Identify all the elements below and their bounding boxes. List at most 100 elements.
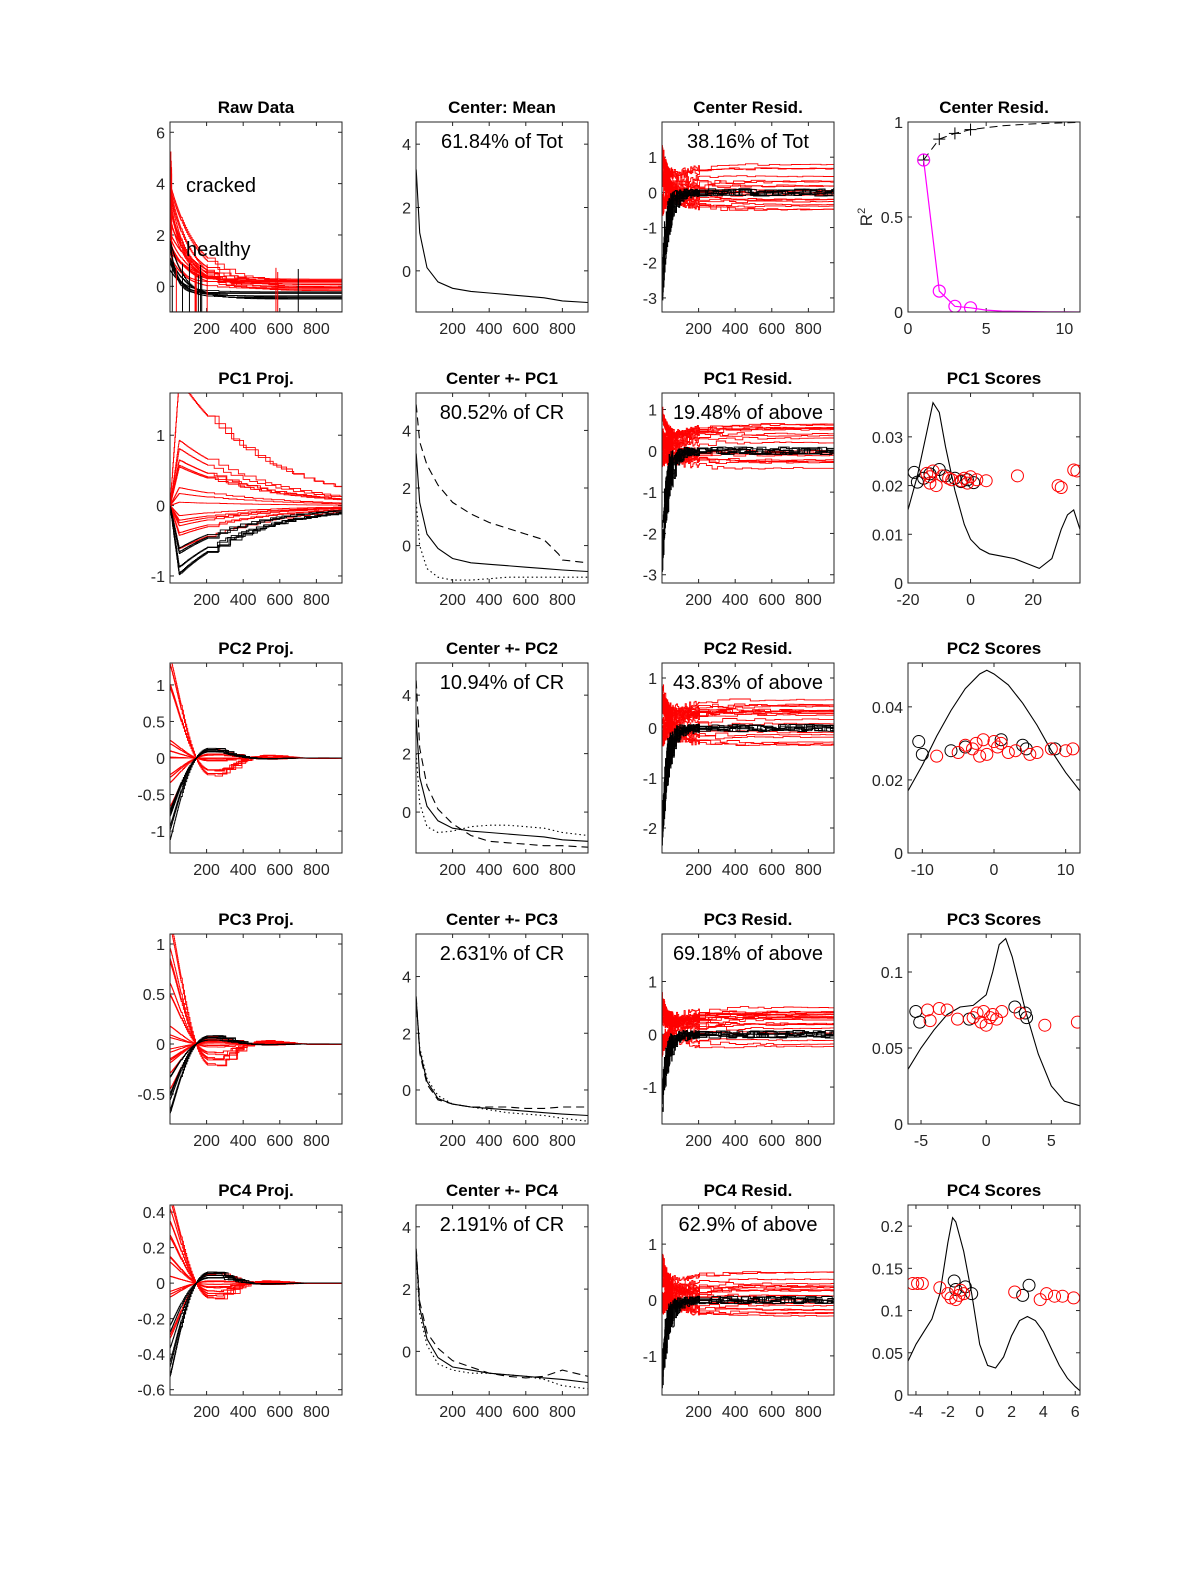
y-tick-label: 0.2 — [881, 1219, 903, 1236]
y-tick-label: 2 — [156, 228, 165, 245]
panel-title: Center Resid. — [693, 98, 803, 117]
cracked-projection — [170, 743, 342, 761]
cracked-score-point — [1038, 1018, 1052, 1032]
y-tick-label: -0.5 — [137, 1087, 165, 1104]
cracked-score-point — [915, 1277, 929, 1291]
x-tick-label: 600 — [512, 862, 539, 879]
x-tick-label: 0 — [990, 862, 999, 879]
healthy-score-point — [939, 469, 953, 483]
panel-pc4s: PC4 Scores -4 -2 0 2 4 6 0 0.05 0.1 0.15 0.2 — [872, 1181, 1081, 1421]
y-tick-label: 4 — [402, 423, 411, 440]
cracked-resid — [662, 698, 834, 740]
healthy-score-point — [910, 475, 924, 489]
axes-background — [170, 393, 342, 583]
cracked-resid — [662, 154, 834, 187]
cracked-score-point — [1009, 744, 1022, 758]
axes-box — [661, 662, 835, 854]
y-tick-label: -0.4 — [137, 1347, 165, 1364]
cracked-score-point — [908, 1277, 920, 1291]
healthy-score-point — [1048, 742, 1062, 756]
center-curve-solid — [416, 1251, 588, 1384]
y-tick-label: 0 — [648, 444, 657, 461]
healthy-score-point — [944, 744, 958, 758]
axes-background — [908, 934, 1080, 1124]
axes-background — [908, 393, 1080, 583]
panel-pc1proj: PC1 Proj. 200 400 600 800 -1 0 1 — [151, 369, 343, 609]
cracked-score-point — [923, 1014, 937, 1028]
axes-box — [661, 121, 835, 313]
healthy-resid — [662, 1030, 834, 1090]
panel-title: PC1 Proj. — [218, 369, 294, 388]
panel-title: PC3 Resid. — [704, 910, 793, 929]
cracked-score-point — [1040, 1287, 1054, 1301]
healthy-projection — [170, 1277, 342, 1326]
x-tick-label: -5 — [914, 1133, 928, 1150]
y-tick-label: 2 — [402, 1282, 411, 1299]
plot-area — [908, 937, 1080, 1107]
cracked-projection — [170, 505, 342, 536]
cracked-score-point — [958, 738, 972, 752]
y-tick-label: 1 — [156, 678, 165, 695]
y-tick-label: 2 — [402, 201, 411, 218]
cracked-projection — [170, 1280, 342, 1298]
cracked-score-point — [1023, 747, 1037, 761]
y-tick-label: -1 — [151, 569, 165, 586]
cracked-resid — [662, 998, 834, 1024]
panel-pc2s: PC2 Scores -10 0 10 0 0.02 0.04 — [872, 639, 1081, 879]
cracked-score-point — [970, 1006, 984, 1020]
cracked-projection — [170, 1261, 342, 1288]
cracked-score-point — [960, 476, 974, 490]
cracked-projection — [170, 1037, 342, 1046]
x-tick-label: 200 — [685, 592, 712, 609]
axes-background — [170, 934, 342, 1124]
cracked-score-point — [986, 1008, 1000, 1022]
plot-area — [908, 1216, 1080, 1392]
healthy-projection — [170, 505, 342, 549]
y-tick-label: 0 — [648, 1027, 657, 1044]
center-curve-dashed — [416, 1248, 588, 1379]
cracked-curve — [170, 166, 342, 283]
cracked-projection — [170, 750, 342, 760]
cracked-score-point — [983, 1011, 997, 1025]
x-tick-label: -2 — [941, 1404, 955, 1421]
x-tick-label: 600 — [266, 1133, 293, 1150]
x-tick-label: 800 — [549, 1133, 576, 1150]
panel-pc3c: Center +- PC3 200 400 600 800 0 2 4 2.631% of CR — [402, 910, 589, 1150]
cracked-score-point — [940, 1003, 954, 1017]
cracked-projection — [170, 448, 342, 505]
x-tick-label: 400 — [722, 321, 749, 338]
y-tick-label: 4 — [402, 1220, 411, 1237]
y-tick-label: 0.1 — [881, 965, 903, 982]
center-curve-dashed — [416, 680, 588, 848]
x-tick-label: 400 — [722, 862, 749, 879]
cracked-projection — [170, 958, 342, 1060]
cracked-score-point — [930, 749, 944, 763]
y-tick-label: 1 — [156, 428, 165, 445]
cracked-projection — [170, 1234, 342, 1292]
x-tick-label: 600 — [758, 862, 785, 879]
y-tick-label: -1 — [643, 221, 657, 238]
cracked-score-point — [923, 476, 937, 490]
variance-annotation: 61.84% of Tot — [441, 131, 563, 153]
y-tick-label: 4 — [156, 177, 165, 194]
plot-area — [416, 680, 588, 848]
cracked-projection — [170, 439, 342, 505]
cracked-score-point — [957, 1287, 971, 1301]
plot-area — [662, 1253, 834, 1389]
x-tick-label: 600 — [266, 862, 293, 879]
healthy-resid — [662, 1030, 834, 1097]
panel-cresid: Center Resid. 200 400 600 800 -3 -2 -1 0 1 38.16% … — [643, 98, 835, 338]
healthy-resid — [662, 724, 834, 828]
cracked-resid — [662, 163, 834, 179]
axes-background — [662, 663, 834, 853]
healthy-curve — [170, 262, 342, 298]
healthy-curve — [170, 240, 342, 299]
variance-annotation: 2.631% of CR — [440, 943, 565, 965]
cracked-projection — [170, 1040, 342, 1064]
y-tick-label: 0.05 — [872, 1346, 903, 1363]
y-tick-label: -2 — [643, 256, 657, 273]
cracked-score-point — [964, 470, 978, 484]
y-tick-label: 4 — [402, 970, 411, 987]
healthy-score-point — [913, 1015, 927, 1029]
axes-background — [416, 934, 588, 1124]
